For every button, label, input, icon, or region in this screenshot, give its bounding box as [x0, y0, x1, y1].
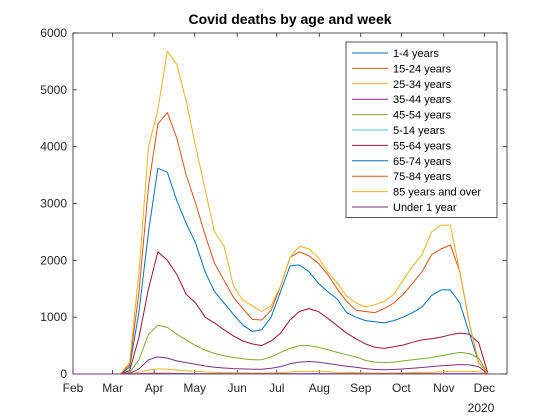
- x-tick-label: Mar: [102, 381, 123, 395]
- x-tick-label: Nov: [433, 381, 454, 395]
- legend-label: 55-64 years: [393, 140, 452, 152]
- x-tick-label: Jul: [269, 381, 284, 395]
- x-tick-label: Oct: [392, 381, 411, 395]
- legend: 1-4 years 15-24 years 25-34 years 35-44 yea…: [345, 41, 498, 218]
- series-line-25-34-years: [73, 368, 489, 375]
- legend-label: 35-44 years: [393, 94, 452, 106]
- x-axis: Feb Mar Apr May Jun Jul Aug Sep Oct Nov Dec: [63, 33, 495, 395]
- y-tick-label: 0: [60, 367, 67, 381]
- x-tick-label: Apr: [145, 381, 164, 395]
- y-tick-label: 6000: [40, 26, 67, 40]
- legend-label: 85 years and over: [393, 187, 481, 199]
- series-lines: [73, 50, 489, 375]
- legend-label: 5-14 years: [393, 125, 445, 137]
- x-tick-label: May: [183, 381, 206, 395]
- legend-label: Under 1 year: [393, 202, 457, 214]
- chart-title: Covid deaths by age and week: [188, 11, 391, 27]
- series-line-85-years-and-over: [73, 50, 489, 375]
- legend-label: 65-74 years: [393, 156, 452, 168]
- x-tick-label: Sep: [350, 381, 372, 395]
- y-tick-label: 1000: [40, 310, 67, 324]
- legend-label: 75-84 years: [393, 171, 452, 183]
- legend-label: 1-4 years: [393, 48, 439, 60]
- y-axis: 0 1000 2000 3000 4000 5000 6000: [40, 26, 507, 381]
- y-tick-label: 3000: [40, 197, 67, 211]
- x-tick-label: Dec: [474, 381, 495, 395]
- legend-label: 45-54 years: [393, 110, 452, 122]
- series-line-55-64-years: [73, 251, 489, 375]
- x-tick-label: Aug: [309, 381, 330, 395]
- series-line-35-44-years: [73, 356, 489, 375]
- y-tick-label: 5000: [40, 83, 67, 97]
- year-label: 2020: [468, 401, 495, 415]
- x-tick-label: Jun: [227, 381, 246, 395]
- series-line-65-74-years: [73, 167, 489, 375]
- series-line-45-54-years: [73, 324, 489, 375]
- x-tick-label: Feb: [63, 381, 84, 395]
- legend-label: 15-24 years: [393, 63, 452, 75]
- y-tick-label: 4000: [40, 140, 67, 154]
- y-tick-label: 2000: [40, 253, 67, 267]
- legend-label: 25-34 years: [393, 79, 452, 91]
